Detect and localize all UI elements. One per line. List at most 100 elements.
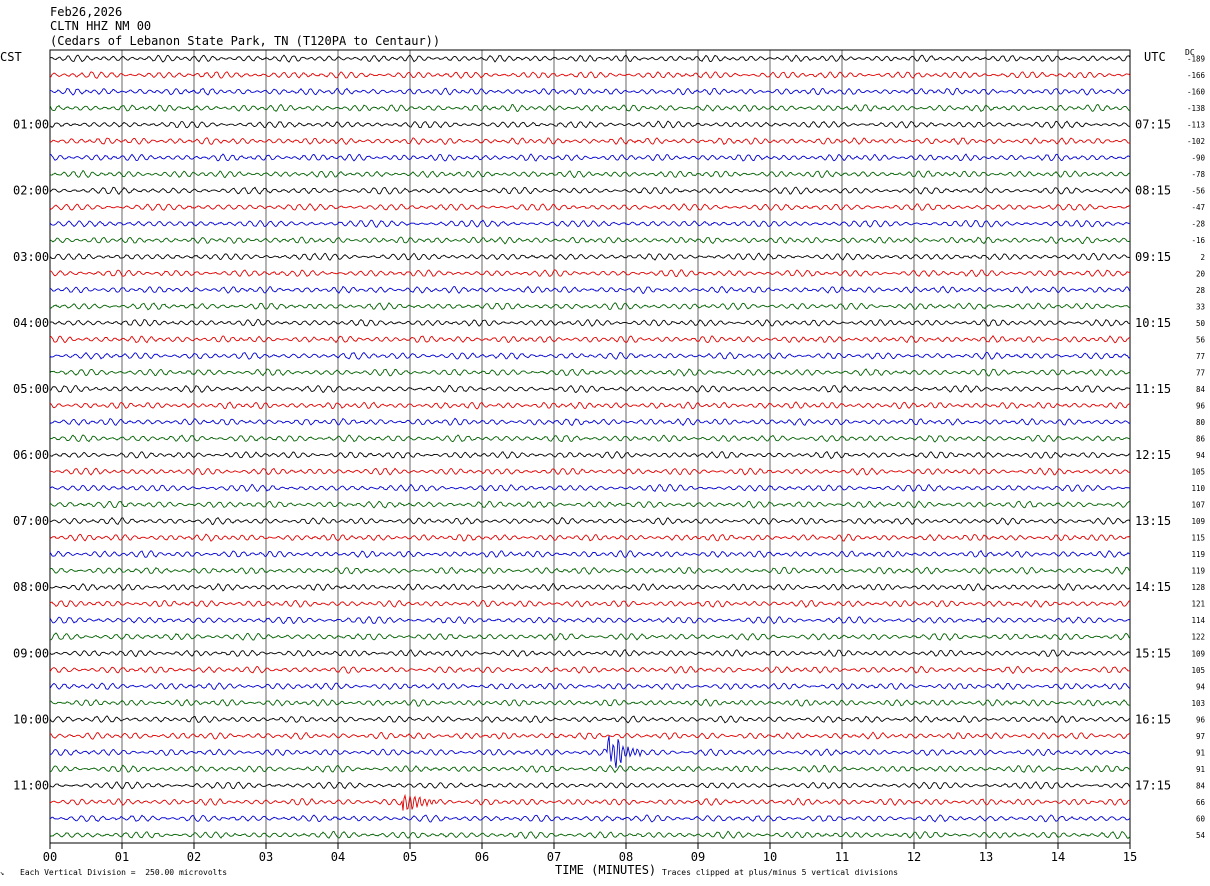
right-time-label: 12:15: [1135, 448, 1171, 462]
right-time-label: 07:15: [1135, 118, 1171, 132]
seismogram-trace: [49, 764, 1131, 774]
x-tick-label: 00: [43, 850, 57, 864]
seismogram-trace: [49, 136, 1131, 146]
dc-offset-label: 94: [1196, 451, 1206, 460]
right-time-label: 08:15: [1135, 184, 1171, 198]
x-tick-label: 06: [475, 850, 489, 864]
dc-offset-label: 103: [1191, 699, 1205, 708]
location-label: (Cedars of Lebanon State Park, TN (T120P…: [50, 34, 441, 48]
seismogram-trace: [49, 814, 1131, 823]
dc-offset-label: 86: [1196, 434, 1206, 443]
dc-offset-label: 94: [1196, 682, 1206, 691]
seismogram-trace: [49, 203, 1131, 212]
seismogram-trace: [49, 219, 1131, 228]
dc-offset-label: -47: [1191, 203, 1205, 212]
dc-offset-label: -78: [1191, 170, 1205, 179]
date-label: Feb26,2026: [50, 5, 123, 19]
seismogram-trace: [49, 533, 1131, 542]
seismogram-trace: [49, 616, 1131, 625]
dc-offset-label: 97: [1196, 732, 1205, 741]
dc-offset-label: -160: [1187, 88, 1206, 97]
dc-offset-label: -102: [1187, 137, 1205, 146]
seismogram-trace: [49, 500, 1131, 509]
dc-offset-label: -16: [1191, 236, 1205, 245]
dc-offset-label: 54: [1196, 831, 1206, 840]
left-time-label: 02:00: [13, 184, 49, 198]
dc-offset-label: 114: [1191, 616, 1205, 625]
dc-header-label: DC: [1185, 48, 1195, 57]
dc-offset-label: 84: [1196, 781, 1206, 790]
dc-offset-label: 80: [1196, 418, 1206, 427]
x-tick-label: 08: [619, 850, 633, 864]
seismogram-trace: [49, 665, 1131, 675]
dc-offset-label: 84: [1196, 385, 1206, 394]
right-time-label: 13:15: [1135, 514, 1171, 528]
seismogram-trace: [49, 599, 1131, 608]
seismogram-trace: [49, 450, 1131, 460]
dc-offset-label: -138: [1187, 104, 1206, 113]
seismogram-trace: [49, 103, 1131, 113]
seismogram-trace: [49, 401, 1131, 410]
seismogram-trace: [49, 54, 1131, 63]
plot-frame: [49, 49, 1131, 844]
seismogram-trace: [49, 169, 1131, 179]
left-time-label: 01:00: [13, 118, 49, 132]
seismogram-trace: [49, 830, 1131, 840]
right-time-label: 09:15: [1135, 250, 1171, 264]
dc-offset-label: -166: [1187, 71, 1206, 80]
seismogram-trace: [49, 236, 1131, 245]
clip-note: Traces clipped at plus/minus 5 vertical …: [662, 868, 899, 877]
seismogram-trace: [49, 71, 1131, 79]
left-time-label: 11:00: [13, 778, 49, 792]
right-timezone-label: UTC: [1144, 50, 1166, 64]
dc-offset-label: 105: [1191, 666, 1205, 675]
seismogram-trace: [49, 649, 1131, 658]
seismogram-trace: [49, 269, 1131, 278]
dc-offset-label: 28: [1196, 286, 1206, 295]
seismogram-trace: [49, 632, 1131, 641]
dc-offset-label: -113: [1187, 121, 1205, 130]
seismogram-trace: [49, 698, 1131, 707]
seismogram-trace: [49, 566, 1131, 575]
dc-offset-label: 91: [1196, 748, 1205, 757]
dc-offset-label: 107: [1191, 501, 1205, 510]
left-time-label: 07:00: [13, 514, 49, 528]
dc-offset-label: 96: [1196, 401, 1206, 410]
dc-offset-label: 122: [1191, 633, 1205, 642]
dc-offset-label: 56: [1196, 335, 1206, 344]
seismogram-trace: [49, 516, 1131, 526]
dc-offset-label: 66: [1196, 798, 1206, 807]
seismogram-trace: [49, 483, 1131, 492]
x-tick-label: 10: [763, 850, 777, 864]
seismogram-trace: [49, 87, 1131, 96]
dc-offset-label: 33: [1196, 302, 1205, 311]
seismogram-trace: [49, 549, 1131, 559]
x-tick-label: 12: [907, 850, 921, 864]
dc-offset-label: 77: [1196, 352, 1205, 361]
seismogram-trace: [49, 793, 1131, 811]
x-tick-label: 05: [403, 850, 417, 864]
dc-offset-label: 20: [1196, 269, 1206, 278]
dc-offset-label: 96: [1196, 715, 1206, 724]
right-time-label: 16:15: [1135, 712, 1171, 726]
x-tick-label: 09: [691, 850, 705, 864]
dc-offset-label: 77: [1196, 368, 1205, 377]
scale-note: Each Vertical Division = 250.00 microvol…: [20, 868, 228, 877]
dc-offset-label: 109: [1191, 649, 1205, 658]
seismogram-trace: [49, 120, 1131, 129]
seismogram-trace: [49, 335, 1131, 344]
left-time-label: 06:00: [13, 448, 49, 462]
dc-offset-label: 110: [1191, 484, 1205, 493]
x-tick-label: 15: [1123, 850, 1137, 864]
seismogram-trace: [49, 302, 1131, 311]
dc-offset-label: 115: [1191, 534, 1205, 543]
seismogram-trace: [49, 384, 1131, 394]
footer-mark-icon: ↘: [0, 869, 5, 877]
left-time-label: 03:00: [13, 250, 49, 264]
seismogram-trace: [49, 434, 1131, 443]
left-time-label: 10:00: [13, 712, 49, 726]
dc-offset-label: -189: [1187, 55, 1205, 64]
x-tick-label: 13: [979, 850, 993, 864]
x-tick-label: 11: [835, 850, 849, 864]
dc-offset-label: -56: [1191, 187, 1205, 196]
